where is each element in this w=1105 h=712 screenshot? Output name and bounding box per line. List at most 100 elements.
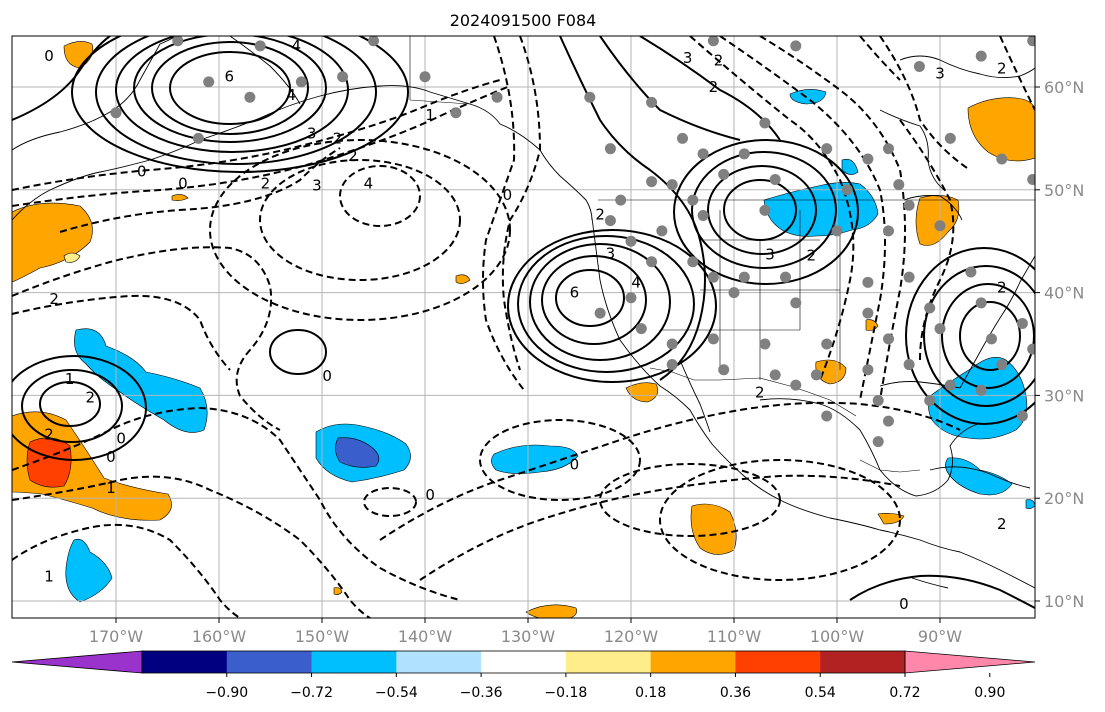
lat-tick-label: 40°N xyxy=(1044,284,1084,303)
contour-label: 2 xyxy=(806,247,816,265)
station-dot xyxy=(821,338,833,350)
contour-label: 1 xyxy=(425,106,435,124)
lon-tick-label: 130°W xyxy=(501,627,556,646)
station-dot xyxy=(903,199,915,211)
station-dot xyxy=(203,76,215,88)
station-dot xyxy=(934,220,946,232)
station-dot xyxy=(872,436,884,448)
station-dot xyxy=(604,215,616,227)
contour-label: 0 xyxy=(116,430,126,448)
map-frame xyxy=(11,35,1036,619)
contour-label: 1 xyxy=(44,567,54,585)
latitude-labels: 60°N 50°N 40°N 30°N 20°N 10°N xyxy=(1035,78,1084,611)
station-dot xyxy=(944,132,956,144)
contour-label: 1 xyxy=(65,370,75,388)
colorbar-swatch xyxy=(311,651,397,673)
contour-label: 4 xyxy=(364,175,374,193)
colorbar-tick-label: −0.18 xyxy=(544,685,587,701)
colorbar-swatch xyxy=(396,651,482,673)
contour-label: 4 xyxy=(631,273,641,291)
lat-tick-label: 50°N xyxy=(1044,181,1084,200)
station-dot xyxy=(831,225,843,237)
contour-label: 6 xyxy=(570,284,580,302)
contour-label: 0 xyxy=(322,367,332,385)
station-dot xyxy=(790,40,802,52)
station-dot xyxy=(903,271,915,283)
lat-tick-label: 60°N xyxy=(1044,78,1084,97)
station-dot xyxy=(625,235,637,247)
station-dot xyxy=(883,225,894,237)
station-dot xyxy=(584,91,596,103)
station-dot xyxy=(810,369,822,381)
station-dot xyxy=(368,36,379,47)
graticule xyxy=(12,36,1035,618)
station-dot xyxy=(944,379,956,391)
station-dot xyxy=(883,333,894,345)
lon-tick-label: 170°W xyxy=(89,627,144,646)
station-dot xyxy=(893,179,905,191)
contour-label: 0 xyxy=(425,486,435,504)
station-dot xyxy=(934,323,946,335)
contour-label: 3 xyxy=(935,65,945,83)
contour-label: 2 xyxy=(714,51,724,69)
station-dot xyxy=(110,107,122,119)
contour-label: 2 xyxy=(755,383,765,401)
station-dot xyxy=(635,323,647,335)
station-dot xyxy=(450,107,462,119)
contour-label: 3 xyxy=(307,124,317,142)
colorbar-tick-label: 0.54 xyxy=(805,685,836,701)
contour-label: 2 xyxy=(997,515,1007,533)
station-dot xyxy=(924,302,936,314)
station-dot xyxy=(1038,431,1049,442)
station-dot xyxy=(975,50,987,62)
station-dot xyxy=(615,194,627,206)
station-dot xyxy=(656,225,668,237)
station-dot xyxy=(337,71,349,83)
station-dot xyxy=(728,287,740,299)
station-dot xyxy=(697,148,709,160)
colorbar-swatch xyxy=(735,651,821,673)
station-dot xyxy=(996,359,1008,371)
station-dot xyxy=(707,36,719,47)
station-dot xyxy=(903,359,915,371)
contour-label: 1 xyxy=(106,479,116,497)
station-dot xyxy=(666,359,678,371)
lon-tick-label: 140°W xyxy=(398,627,453,646)
contour-label: 2 xyxy=(709,78,719,96)
station-dot xyxy=(254,40,266,52)
lon-tick-label: 150°W xyxy=(295,627,350,646)
station-dot xyxy=(924,395,936,407)
station-dot xyxy=(718,364,730,376)
station-dot xyxy=(707,271,719,283)
contour-label: 6 xyxy=(225,68,235,86)
station-dot xyxy=(821,410,833,422)
contour-label: 4 xyxy=(291,37,301,55)
station-dot xyxy=(1027,343,1035,355)
station-dot xyxy=(707,333,719,345)
station-dot xyxy=(646,96,658,108)
station-dot xyxy=(862,307,874,319)
station-dot xyxy=(975,384,987,396)
contour-label: 0 xyxy=(44,47,54,65)
station-dot xyxy=(718,168,730,180)
contour-label: 2 xyxy=(49,290,59,308)
colorbar-swatch xyxy=(481,651,567,673)
station-dot xyxy=(244,91,256,103)
contour-label: 2 xyxy=(261,175,271,193)
colorbar-tick-label: −0.90 xyxy=(205,685,248,701)
station-dot xyxy=(666,338,678,350)
station-dot xyxy=(687,256,699,268)
map-title: 2024091500 F084 xyxy=(450,11,597,30)
lon-tick-label: 120°W xyxy=(604,627,659,646)
longitude-labels: 170°W 160°W 150°W 140°W 130°W 120°W 110°W 100°W… xyxy=(89,618,962,646)
colorbar-swatch xyxy=(226,651,313,673)
station-dot xyxy=(1016,317,1028,329)
station-dot xyxy=(677,132,688,144)
station-dot xyxy=(604,143,616,155)
colorbar: −0.90 −0.72 −0.54 −0.36 −0.18 0.18 0.36 0.54 0.7… xyxy=(11,650,1036,701)
station-dot xyxy=(594,307,606,319)
colorbar-tick-label: 0.72 xyxy=(889,685,920,701)
colorbar-tick-label: 0.18 xyxy=(635,685,666,701)
